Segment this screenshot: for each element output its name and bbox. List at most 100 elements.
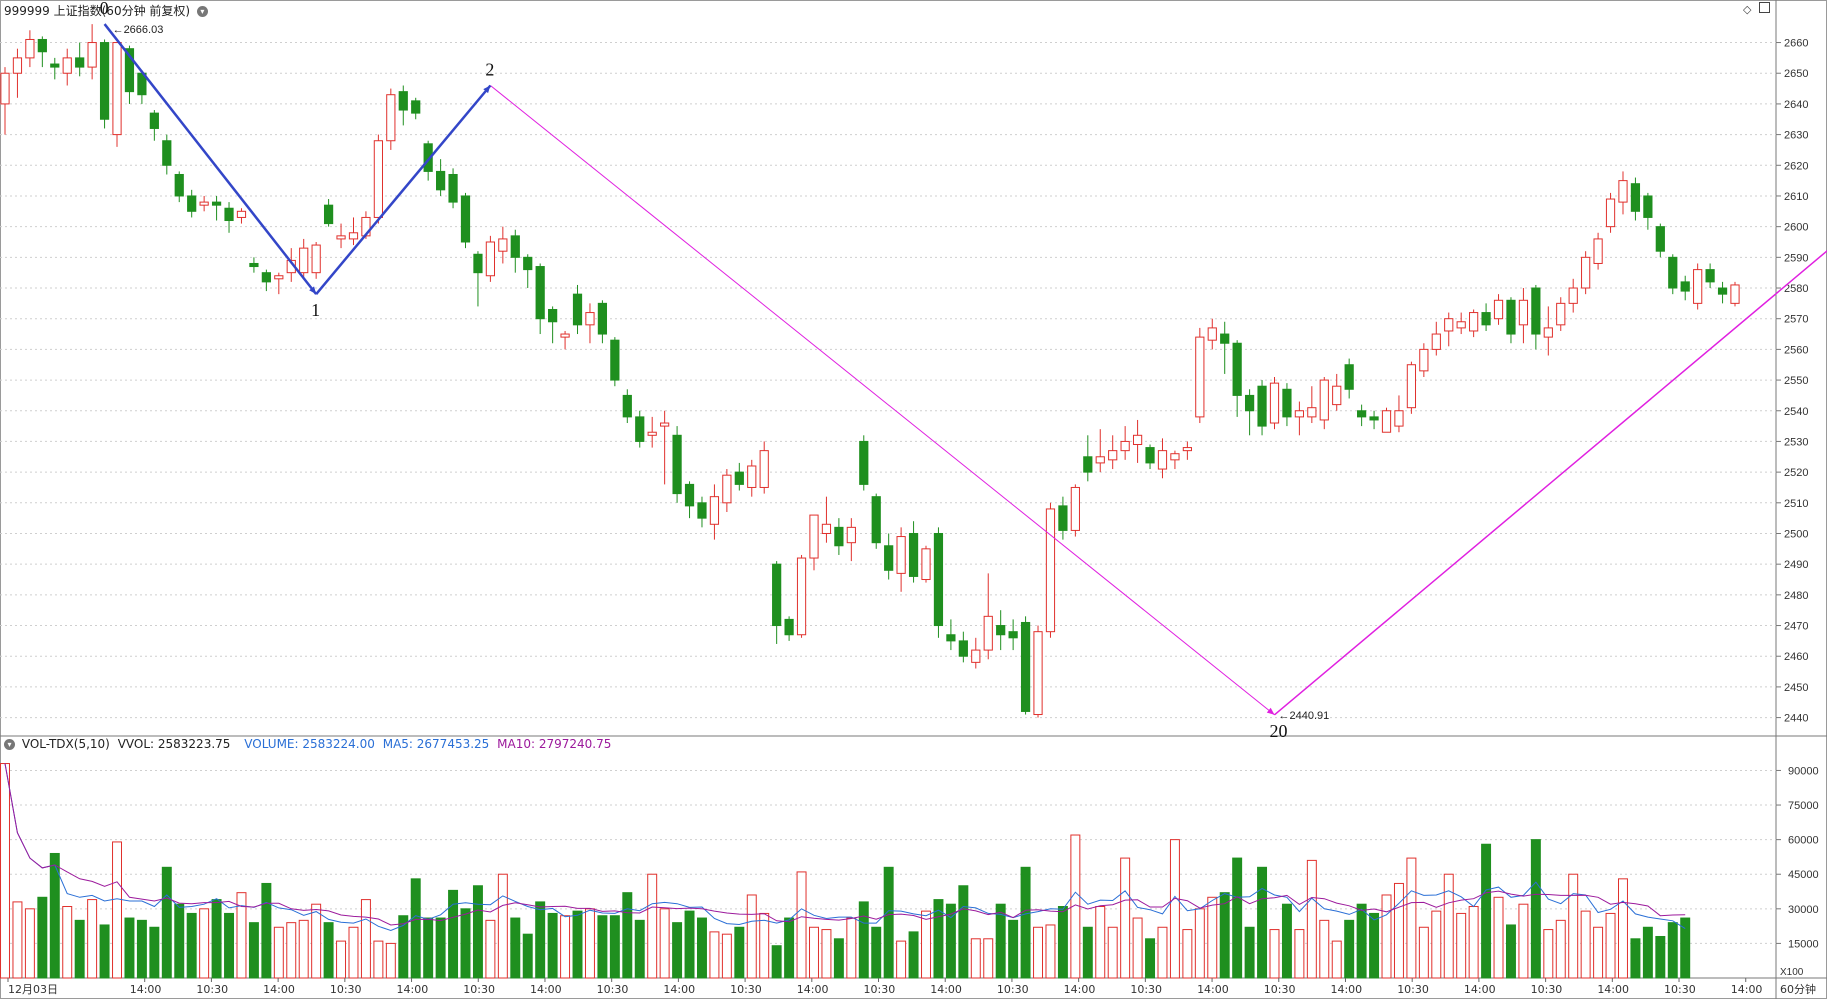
candle-body: [585, 312, 595, 326]
dropdown-icon[interactable]: ▾: [4, 739, 15, 750]
candle-body: [846, 526, 856, 544]
candle-body: [1282, 388, 1292, 418]
candle-body: [398, 91, 408, 111]
x-tick-label: 14:00: [1330, 983, 1362, 996]
price-tick-label: 2640: [1784, 99, 1808, 111]
volume-bar: [435, 917, 446, 979]
candle-body: [1207, 327, 1217, 341]
toolbar-icons[interactable]: ◇: [1743, 2, 1770, 16]
candle-body: [1070, 486, 1080, 531]
volume-bar: [1082, 926, 1093, 979]
candle-body: [1020, 621, 1031, 712]
candle-body: [1257, 385, 1267, 427]
volume-bar: [1431, 910, 1442, 979]
volume-bar: [1593, 926, 1604, 979]
wave-line-1-2: [315, 84, 492, 295]
candle-body: [796, 557, 807, 636]
volume-bar: [1655, 935, 1666, 979]
panel-icon[interactable]: [1758, 2, 1770, 13]
candle-body: [1506, 299, 1516, 335]
candle-body: [75, 57, 85, 68]
price-tick-label: 2460: [1784, 651, 1808, 663]
candle-body: [734, 471, 744, 485]
candle-body: [1605, 198, 1616, 228]
candle-body: [1717, 287, 1728, 295]
candle-body: [884, 545, 894, 571]
volume-bar: [1418, 926, 1429, 979]
candle-body: [510, 235, 520, 258]
vvol-value: VVOL: 2583223.75: [117, 737, 231, 751]
volume-bar: [1605, 912, 1616, 979]
candle-body: [709, 496, 720, 525]
volume-bar: [298, 919, 309, 979]
volume-bar: [1269, 929, 1280, 979]
candle-body: [1655, 226, 1665, 252]
candle-body: [1145, 447, 1155, 464]
candle-body: [1220, 333, 1230, 344]
candle-body: [25, 38, 35, 59]
candle-body: [112, 42, 122, 136]
candle-body: [199, 201, 209, 206]
candle-body: [809, 514, 819, 559]
candle-body: [436, 170, 446, 191]
volume-header: ▾ VOL-TDX(5,10) VVOL: 2583223.75 VOLUME:…: [4, 737, 611, 751]
wave-label-2: 2: [485, 60, 494, 80]
candle-body: [1381, 410, 1392, 433]
candle-body: [1568, 287, 1578, 304]
x-tick-label: 14:00: [1197, 983, 1229, 996]
diamond-icon[interactable]: ◇: [1743, 3, 1752, 16]
dropdown-icon[interactable]: ▾: [196, 6, 208, 17]
candle-body: [1170, 453, 1180, 461]
candle-body: [946, 634, 956, 642]
candle-body: [1693, 269, 1703, 304]
volume-bar: [410, 878, 421, 979]
candle-body: [1045, 508, 1056, 633]
candle-body: [87, 42, 97, 68]
volume-bar: [1555, 919, 1566, 979]
candle-body: [971, 649, 981, 663]
volume-bar: [1145, 938, 1156, 979]
volume-bar: [1518, 903, 1529, 979]
volume-bar: [37, 896, 48, 979]
price-tick-label: 2440: [1784, 713, 1808, 725]
volume-bar: [1169, 839, 1180, 979]
candle-body: [610, 339, 620, 381]
volume-bar: [871, 926, 882, 979]
volume-bar: [833, 938, 844, 979]
volume-bar: [634, 919, 645, 979]
high-annotation: ←2666.03: [113, 24, 164, 36]
volume-bar: [784, 917, 795, 979]
candle-body: [1581, 256, 1591, 289]
candle-body: [1157, 450, 1168, 470]
volume-bar: [1107, 926, 1118, 979]
volume-tick-label: 60000: [1788, 835, 1819, 847]
price-tick-label: 2650: [1784, 68, 1808, 80]
candle-body: [1543, 327, 1553, 338]
candle-body: [622, 394, 632, 418]
volume-bar: [186, 912, 197, 979]
price-tick-label: 2560: [1784, 344, 1808, 356]
candle-body: [1630, 183, 1641, 212]
volume-bar: [49, 852, 60, 979]
candle-body: [498, 238, 508, 252]
volume-bar: [846, 917, 857, 979]
x-tick-label: 10:30: [1264, 983, 1296, 996]
candle-body: [1344, 364, 1354, 390]
low-annotation: ←2440.91: [1278, 710, 1329, 722]
volume-bar: [1294, 929, 1305, 979]
volume-tick-label: 75000: [1788, 800, 1819, 812]
candle-body: [1244, 394, 1255, 412]
x-unit-label: 60分钟: [1780, 982, 1816, 996]
x-tick-label: 14:00: [797, 983, 829, 996]
candle-body: [149, 112, 159, 129]
volume-bar: [1157, 926, 1168, 979]
ma10-value: MA10: 2797240.75: [497, 737, 612, 751]
volume-bar: [87, 899, 98, 979]
volume-bar: [560, 915, 571, 979]
volume-bar: [945, 903, 956, 979]
volume-bar: [398, 915, 409, 979]
volume-bar: [1120, 857, 1131, 979]
x-tick-label: 10:30: [196, 983, 228, 996]
